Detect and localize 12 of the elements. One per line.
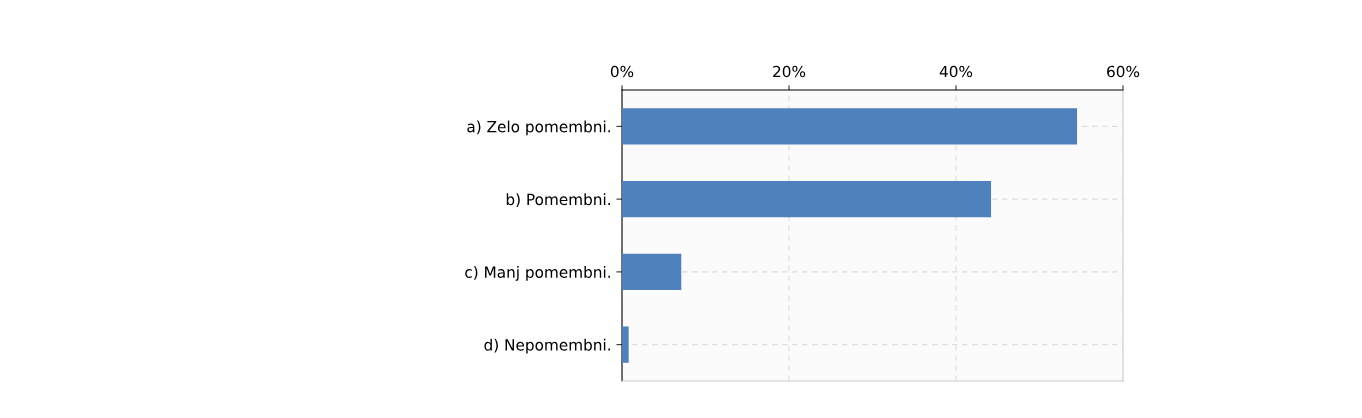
y-tick-label: d) Nepomembni. — [484, 338, 610, 354]
bar — [622, 253, 682, 291]
x-tick-label: 60% — [1107, 65, 1140, 78]
y-tick-label: b) Pomembni. — [506, 193, 610, 207]
x-tick-label: 20% — [773, 65, 806, 78]
bar — [622, 108, 1078, 145]
x-tick-label: 40% — [939, 65, 973, 78]
y-tick-label: a) Zelo pomembni. — [467, 120, 610, 136]
bar — [622, 180, 992, 218]
y-tick-label: c) Manj pomembni. — [465, 266, 610, 281]
x-tick-label: 0% — [610, 65, 634, 78]
bar — [622, 326, 629, 363]
